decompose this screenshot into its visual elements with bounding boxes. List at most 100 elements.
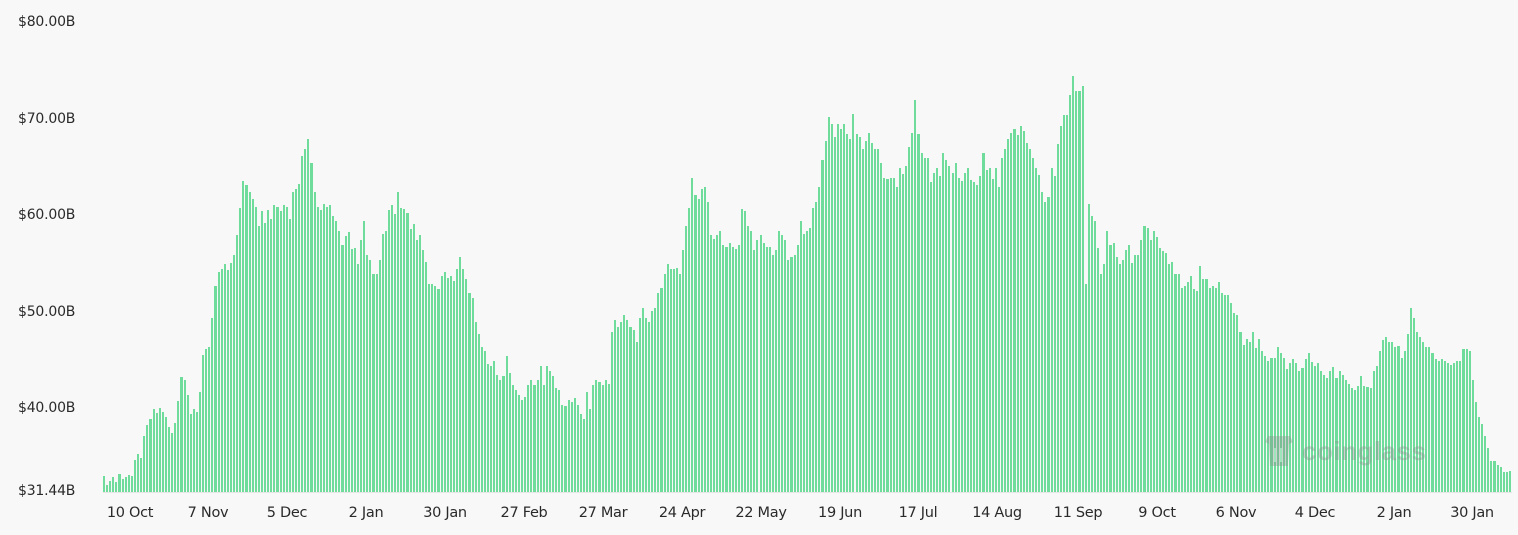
bar[interactable] <box>1202 278 1205 492</box>
bar[interactable] <box>666 264 669 492</box>
bar[interactable] <box>582 418 586 492</box>
bar[interactable] <box>1019 126 1022 492</box>
bar[interactable] <box>412 223 415 492</box>
bar[interactable] <box>836 124 839 492</box>
bar[interactable] <box>982 153 985 492</box>
bar[interactable] <box>267 210 270 492</box>
bar[interactable] <box>106 484 109 492</box>
bar[interactable] <box>539 365 542 492</box>
bar[interactable] <box>1103 264 1106 492</box>
bar[interactable] <box>898 167 901 492</box>
bar[interactable] <box>861 148 864 492</box>
bar[interactable] <box>1360 375 1363 492</box>
bar[interactable] <box>1028 148 1031 492</box>
bar[interactable] <box>716 235 719 492</box>
bar[interactable] <box>1335 378 1338 492</box>
bar[interactable] <box>285 206 288 492</box>
bar[interactable] <box>1338 370 1341 492</box>
bar[interactable] <box>1124 249 1127 492</box>
bar[interactable] <box>1090 216 1093 492</box>
bar[interactable] <box>1100 274 1103 492</box>
bar[interactable] <box>431 283 434 492</box>
bar[interactable] <box>1050 167 1053 492</box>
bar[interactable] <box>759 235 762 492</box>
bar[interactable] <box>1474 401 1477 492</box>
bar[interactable] <box>1332 366 1335 492</box>
bar[interactable] <box>623 314 626 492</box>
bar[interactable] <box>177 400 180 492</box>
bar[interactable] <box>189 414 192 492</box>
bar[interactable] <box>452 280 456 492</box>
bar[interactable] <box>1143 225 1146 492</box>
bar[interactable] <box>158 408 161 492</box>
bar[interactable] <box>1044 201 1047 492</box>
bar[interactable] <box>694 194 697 492</box>
bar[interactable] <box>1304 359 1307 492</box>
bar[interactable] <box>939 175 942 492</box>
bar[interactable] <box>1081 85 1084 492</box>
bar[interactable] <box>651 310 654 492</box>
bar[interactable] <box>771 254 774 492</box>
bar[interactable] <box>1007 138 1010 492</box>
bar[interactable] <box>1363 386 1366 492</box>
bar[interactable] <box>152 409 155 492</box>
bar[interactable] <box>1217 281 1220 492</box>
bar[interactable] <box>471 298 474 492</box>
bar[interactable] <box>713 239 716 492</box>
bar[interactable] <box>443 272 446 492</box>
bar[interactable] <box>719 230 722 492</box>
bar[interactable] <box>1484 436 1487 492</box>
bar[interactable] <box>112 476 115 492</box>
bar[interactable] <box>1004 148 1007 492</box>
bar[interactable] <box>889 177 892 492</box>
bar[interactable] <box>731 247 734 492</box>
bar[interactable] <box>486 363 490 492</box>
bar[interactable] <box>1047 196 1050 492</box>
bar[interactable] <box>1146 227 1149 492</box>
bar[interactable] <box>1320 370 1323 492</box>
bar[interactable] <box>991 179 994 492</box>
bar[interactable] <box>1093 221 1097 492</box>
bar[interactable] <box>976 185 979 492</box>
bar[interactable] <box>1388 341 1391 492</box>
bar[interactable] <box>1258 338 1261 492</box>
bar[interactable] <box>202 355 205 492</box>
bar[interactable] <box>403 209 406 492</box>
bar[interactable] <box>920 153 923 492</box>
bar[interactable] <box>1084 283 1087 492</box>
bar[interactable] <box>635 341 638 492</box>
bar[interactable] <box>558 390 561 492</box>
bar[interactable] <box>1152 230 1155 492</box>
bar[interactable] <box>648 322 651 492</box>
bar[interactable] <box>496 374 499 492</box>
bar[interactable] <box>273 204 276 492</box>
bar[interactable] <box>688 208 691 492</box>
bar[interactable] <box>1456 361 1459 492</box>
bar[interactable] <box>994 167 997 492</box>
bar[interactable] <box>1032 158 1035 492</box>
bar[interactable] <box>911 133 914 492</box>
bar[interactable] <box>1001 158 1004 492</box>
bar[interactable] <box>781 235 784 492</box>
bar[interactable] <box>304 148 307 492</box>
bar[interactable] <box>341 245 344 492</box>
bar[interactable] <box>325 206 329 492</box>
bar[interactable] <box>951 172 954 492</box>
bar[interactable] <box>827 116 830 492</box>
bar[interactable] <box>1437 361 1440 492</box>
bar[interactable] <box>1134 254 1137 492</box>
bar[interactable] <box>678 274 682 492</box>
bar[interactable] <box>524 396 527 492</box>
bar[interactable] <box>1140 240 1143 492</box>
bar[interactable] <box>852 113 855 492</box>
bar[interactable] <box>369 259 372 492</box>
bar[interactable] <box>604 380 607 492</box>
bar[interactable] <box>1425 346 1428 492</box>
bar[interactable] <box>505 356 508 492</box>
bar[interactable] <box>322 203 325 492</box>
bar[interactable] <box>1298 370 1301 492</box>
bar[interactable] <box>908 146 911 492</box>
bar[interactable] <box>387 210 390 492</box>
bar[interactable] <box>663 274 666 492</box>
bar[interactable] <box>394 214 397 492</box>
